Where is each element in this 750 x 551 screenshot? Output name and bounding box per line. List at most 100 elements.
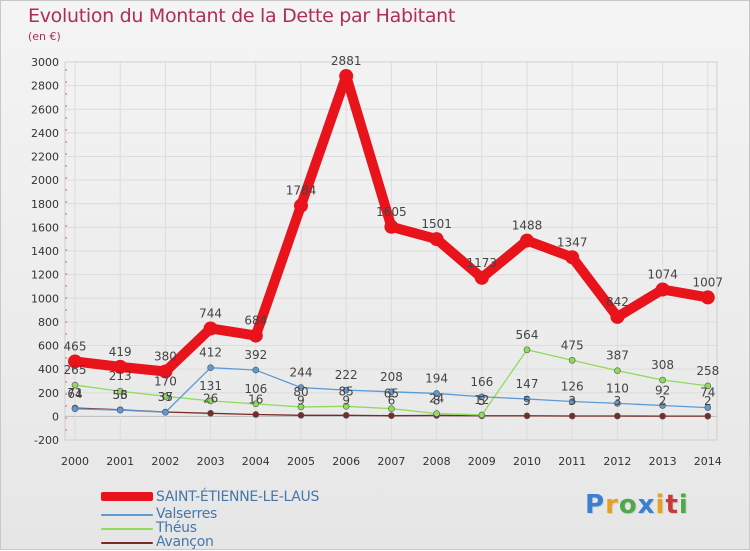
- data-label: 475: [561, 338, 584, 352]
- y-tick-label: 1600: [31, 221, 59, 234]
- y-tick-label: 600: [38, 340, 59, 353]
- x-tick-label: 2007: [377, 455, 405, 468]
- data-point: [388, 412, 395, 419]
- y-tick-label: 1400: [31, 245, 59, 258]
- data-label: 37: [158, 390, 173, 404]
- data-point: [388, 405, 395, 412]
- data-label: 126: [561, 379, 584, 393]
- data-label: 166: [470, 375, 493, 389]
- legend-label: Théus: [156, 520, 197, 536]
- data-point: [294, 198, 308, 213]
- data-label: 85: [339, 384, 354, 398]
- data-label: 1501: [421, 217, 452, 231]
- data-label: 8: [433, 393, 441, 407]
- data-point: [297, 403, 305, 411]
- data-label: 1347: [557, 235, 588, 249]
- data-point: [71, 381, 79, 389]
- legend-swatch: [101, 542, 153, 544]
- x-tick-label: 2006: [332, 455, 360, 468]
- y-tick-label: 2600: [31, 103, 59, 116]
- data-label: 9: [297, 393, 305, 407]
- data-point: [614, 367, 621, 374]
- data-label: 106: [244, 382, 267, 396]
- data-point: [116, 406, 124, 414]
- x-tick-label: 2011: [558, 455, 586, 468]
- y-tick-label: 1000: [31, 292, 59, 305]
- data-point: [384, 219, 399, 234]
- logo-letter: i: [678, 490, 689, 520]
- data-label: 1784: [286, 184, 317, 198]
- logo-letter: i: [655, 490, 666, 520]
- data-point: [429, 232, 444, 247]
- data-point: [478, 411, 486, 419]
- logo-letter: o: [618, 490, 638, 520]
- data-label: 170: [154, 374, 177, 388]
- data-label: 244: [290, 366, 313, 380]
- data-point: [614, 400, 621, 407]
- data-point: [700, 290, 715, 305]
- data-label: 392: [244, 348, 267, 362]
- data-point: [297, 412, 305, 419]
- data-label: 56: [113, 388, 128, 402]
- y-tick-label: 2800: [31, 80, 59, 93]
- data-point: [207, 410, 214, 417]
- data-label: 308: [651, 358, 674, 372]
- data-label: 131: [199, 379, 222, 393]
- y-tick-label: 3000: [31, 56, 59, 69]
- data-label: 3: [614, 394, 622, 408]
- data-point: [252, 366, 260, 374]
- data-label: 9: [342, 393, 350, 407]
- data-point: [659, 402, 666, 409]
- data-point: [523, 395, 531, 403]
- data-point: [523, 346, 531, 354]
- data-label: 1488: [512, 219, 543, 233]
- data-label: 380: [154, 349, 177, 363]
- logo-letter: r: [605, 490, 619, 520]
- data-point: [433, 390, 440, 397]
- data-label: 64: [67, 387, 82, 401]
- logo-letter: P: [585, 490, 606, 520]
- y-tick-label: 200: [38, 387, 59, 400]
- data-label: 1007: [693, 275, 724, 289]
- proxiti-logo: Proxiti: [585, 490, 689, 520]
- data-point: [207, 364, 214, 372]
- data-point: [614, 412, 621, 420]
- data-label: 92: [655, 384, 670, 398]
- data-point: [71, 405, 79, 413]
- data-label: 12: [474, 393, 489, 407]
- x-tick-label: 2000: [61, 455, 89, 468]
- data-label: 564: [516, 328, 539, 342]
- y-tick-label: 1800: [31, 198, 59, 211]
- data-point: [252, 411, 260, 418]
- data-point: [252, 400, 260, 408]
- legend-label: SAINT-ÉTIENNE-LE-LAUS: [156, 489, 320, 505]
- data-point: [655, 282, 670, 297]
- data-point: [248, 328, 263, 343]
- data-label: 74: [700, 386, 715, 400]
- data-point: [568, 398, 576, 405]
- data-point: [342, 412, 350, 419]
- data-label: 387: [606, 349, 629, 363]
- data-label: 147: [516, 377, 539, 391]
- plot-border: [64, 61, 718, 441]
- data-label: 842: [606, 295, 629, 309]
- chart-subtitle: (en €): [28, 30, 61, 43]
- data-point: [433, 410, 440, 417]
- data-point: [339, 69, 354, 84]
- data-label: 2: [659, 394, 667, 408]
- legend-label: Avançon: [156, 534, 214, 550]
- data-point: [207, 397, 214, 405]
- data-label: 110: [606, 381, 629, 395]
- data-point: [478, 393, 486, 401]
- x-tick-label: 2001: [106, 455, 134, 468]
- data-point: [523, 412, 531, 420]
- data-label: 412: [199, 346, 222, 360]
- data-point: [116, 387, 124, 395]
- data-label: 2: [704, 394, 712, 408]
- x-tick-label: 2003: [197, 455, 225, 468]
- data-label: 1074: [647, 268, 678, 282]
- data-point: [610, 309, 625, 324]
- y-tick-label: 0: [52, 410, 59, 423]
- data-point: [704, 404, 712, 411]
- x-tick-label: 2010: [513, 455, 541, 468]
